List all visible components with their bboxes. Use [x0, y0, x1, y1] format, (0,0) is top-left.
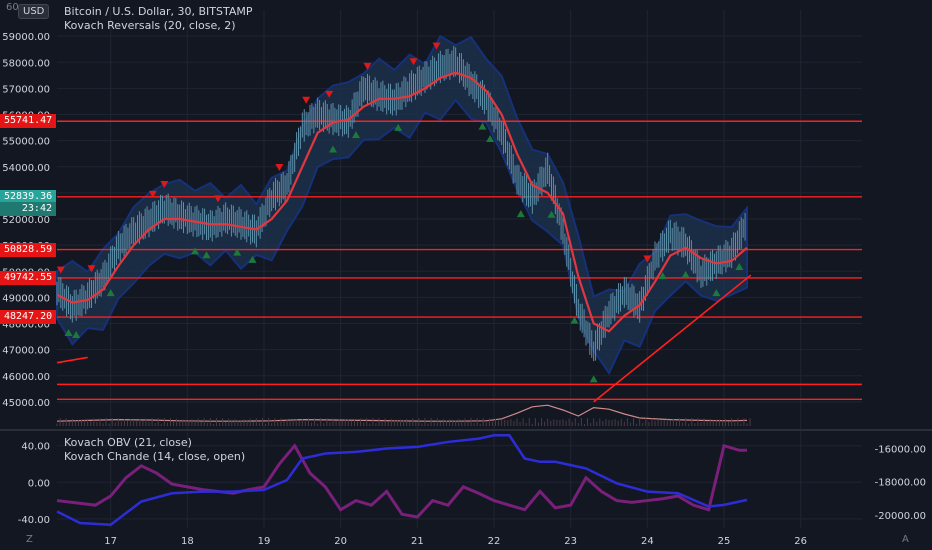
axis-top-digits: 60 — [6, 2, 19, 13]
reversal-down-marker — [302, 96, 311, 104]
reversal-up-marker — [329, 145, 337, 153]
reversal-up-marker — [72, 330, 81, 338]
reversal-up-marker — [486, 135, 495, 143]
reversal-down-marker — [214, 195, 222, 203]
reversal-up-marker — [712, 289, 721, 297]
reversal-up-marker — [516, 210, 525, 218]
reversal-up-marker — [64, 328, 73, 336]
indicator-axis: 40.00 0.00 -40.00 -16000.00 -18000.00 -20000.… — [18, 442, 926, 526]
reversal-up-marker — [248, 255, 257, 263]
y-tick-label: 57000.00 — [2, 84, 50, 95]
trend-lines — [56, 274, 752, 403]
price-badge: 52839.36 — [0, 190, 56, 205]
y-tick-label: 59000.00 — [2, 32, 50, 43]
x-tick-label: 24 — [641, 536, 654, 547]
chart-title: Bitcoin / U.S. Dollar, 30, BITSTAMP — [64, 5, 253, 18]
x-tick-label: 25 — [718, 536, 731, 547]
indicator-title-reversals: Kovach Reversals (20, close, 2) — [64, 19, 236, 32]
reversal-down-marker — [87, 265, 96, 273]
price-badge: 48247.20 — [0, 310, 56, 325]
auto-scale-button[interactable]: A — [902, 534, 909, 545]
reversal-down-marker — [160, 181, 169, 189]
y-tick-label: 46000.00 — [2, 372, 50, 383]
price-badge: 23:42 — [0, 201, 56, 216]
reversal-up-marker — [233, 248, 242, 256]
indicator-title-obv: Kovach OBV (21, close) — [64, 436, 192, 449]
volume-area — [56, 404, 751, 426]
right-tick-label: -18000.00 — [875, 478, 926, 489]
y-tick-label: 54000.00 — [2, 163, 50, 174]
right-tick-label: -16000.00 — [875, 445, 926, 456]
reversal-up-marker — [191, 247, 199, 255]
price-axis: 45000.00 46000.00 47000.00 48000.00 49000.00… — [2, 32, 50, 409]
reversal-up-marker — [735, 263, 744, 271]
horizontal-levels — [57, 120, 862, 400]
indicator-pane — [56, 434, 748, 526]
zoom-toggle-button[interactable]: Z — [26, 534, 33, 545]
trend-line-short — [56, 356, 88, 364]
trend-line-up — [593, 274, 752, 403]
right-tick-label: -20000.00 — [875, 511, 926, 522]
x-tick-label: 18 — [181, 536, 194, 547]
y-tick-label: 49000.00 — [2, 293, 50, 304]
reversal-up-marker — [547, 210, 556, 218]
reversal-down-marker — [643, 255, 652, 263]
indicator-title-chande: Kovach Chande (14, close, open) — [64, 450, 246, 463]
x-tick-label: 20 — [334, 536, 347, 547]
reversal-down-marker — [275, 164, 284, 172]
reversal-up-marker — [106, 289, 115, 297]
x-tick-label: 17 — [104, 536, 117, 547]
obv-line — [56, 434, 748, 526]
reversal-down-marker — [148, 190, 157, 198]
time-axis: 17 18 19 20 21 22 23 24 25 26 — [104, 536, 807, 547]
reversal-down-marker — [409, 58, 418, 66]
x-tick-label: 21 — [411, 536, 424, 547]
reversal-down-marker — [56, 266, 65, 274]
reversal-up-marker — [570, 316, 579, 324]
price-badge: 55741.47 — [0, 114, 56, 129]
x-tick-label: 26 — [794, 536, 807, 547]
moving-average — [56, 71, 748, 333]
y-tick-label: 45000.00 — [2, 398, 50, 409]
x-tick-label: 19 — [258, 536, 271, 547]
reversal-down-marker — [432, 42, 441, 50]
left-tick-label: 40.00 — [21, 442, 50, 453]
y-tick-label: 47000.00 — [2, 346, 50, 357]
reversal-up-marker — [478, 122, 487, 130]
y-tick-label: 55000.00 — [2, 137, 50, 148]
x-tick-label: 23 — [564, 536, 577, 547]
price-candles — [56, 46, 746, 362]
reversal-up-marker — [202, 251, 211, 259]
left-tick-label: -40.00 — [18, 515, 50, 526]
volume-line — [56, 404, 748, 422]
price-badge: 50828.59 — [0, 242, 56, 257]
reversal-down-marker — [325, 90, 334, 98]
currency-button[interactable]: USD — [18, 4, 50, 19]
y-tick-label: 48000.00 — [2, 320, 50, 331]
reversal-up-marker — [589, 375, 598, 383]
ma-line — [56, 71, 748, 333]
reversal-down-marker — [363, 62, 372, 70]
y-tick-label: 58000.00 — [2, 58, 50, 69]
price-badge: 49742.55 — [0, 270, 56, 285]
reversal-up-marker — [658, 272, 667, 280]
chande-line — [56, 443, 747, 519]
reversal-up-marker — [394, 123, 403, 131]
y-tick-label: 52000.00 — [2, 215, 50, 226]
left-tick-label: 0.00 — [28, 478, 50, 489]
x-tick-label: 22 — [488, 536, 501, 547]
reversal-markers — [56, 42, 744, 383]
reversal-up-marker — [681, 270, 690, 278]
reversal-up-marker — [352, 131, 360, 139]
